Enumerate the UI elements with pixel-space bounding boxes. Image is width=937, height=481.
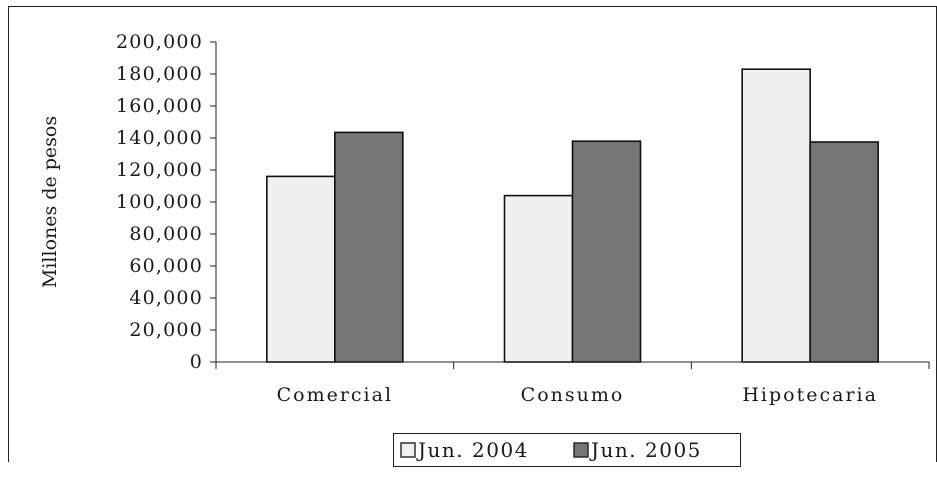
bar-hipotecaria-jun-2005 <box>809 141 879 363</box>
y-tick-label: 20,000 <box>129 319 203 341</box>
bar-consumo-jun-2005 <box>571 140 642 363</box>
y-tick-label: 80,000 <box>129 223 203 245</box>
legend-box <box>393 433 741 467</box>
legend-label-jun-2005: Jun. 2005 <box>589 438 702 462</box>
legend-swatch-jun-2005 <box>573 442 589 458</box>
legend-label-jun-2004: Jun. 2004 <box>416 438 529 462</box>
y-tick-label: 0 <box>190 351 203 373</box>
x-tick-label: Consumo <box>521 384 625 406</box>
legend: Jun. 2004 Jun. 2005 <box>393 433 741 467</box>
axes <box>215 42 930 369</box>
bar-comercial-jun-2005 <box>334 131 404 363</box>
y-axis-label: Millones de pesos <box>39 116 61 288</box>
y-tick-label: 200,000 <box>116 31 203 53</box>
bar-hipotecaria-jun-2004 <box>741 68 811 363</box>
y-tick-label: 40,000 <box>129 287 203 309</box>
x-tick-label: Comercial <box>277 384 393 406</box>
y-tick-label: 160,000 <box>116 95 203 117</box>
y-axis-ticks: 0 20,000 40,000 60,000 80,000 100,000 120,000 1… <box>116 31 216 373</box>
y-tick-label: 120,000 <box>116 159 203 181</box>
legend-swatch-jun-2004 <box>400 442 416 458</box>
y-tick-label: 100,000 <box>116 191 203 213</box>
bar-comercial-jun-2004 <box>266 175 336 363</box>
y-tick-label: 140,000 <box>116 127 203 149</box>
y-tick-label: 180,000 <box>116 63 203 85</box>
bars <box>266 68 879 363</box>
x-axis-labels: Comercial Consumo Hipotecaria <box>277 384 878 406</box>
x-tick-label: Hipotecaria <box>742 384 878 406</box>
bar-consumo-jun-2004 <box>503 194 574 363</box>
y-tick-label: 60,000 <box>129 255 203 277</box>
